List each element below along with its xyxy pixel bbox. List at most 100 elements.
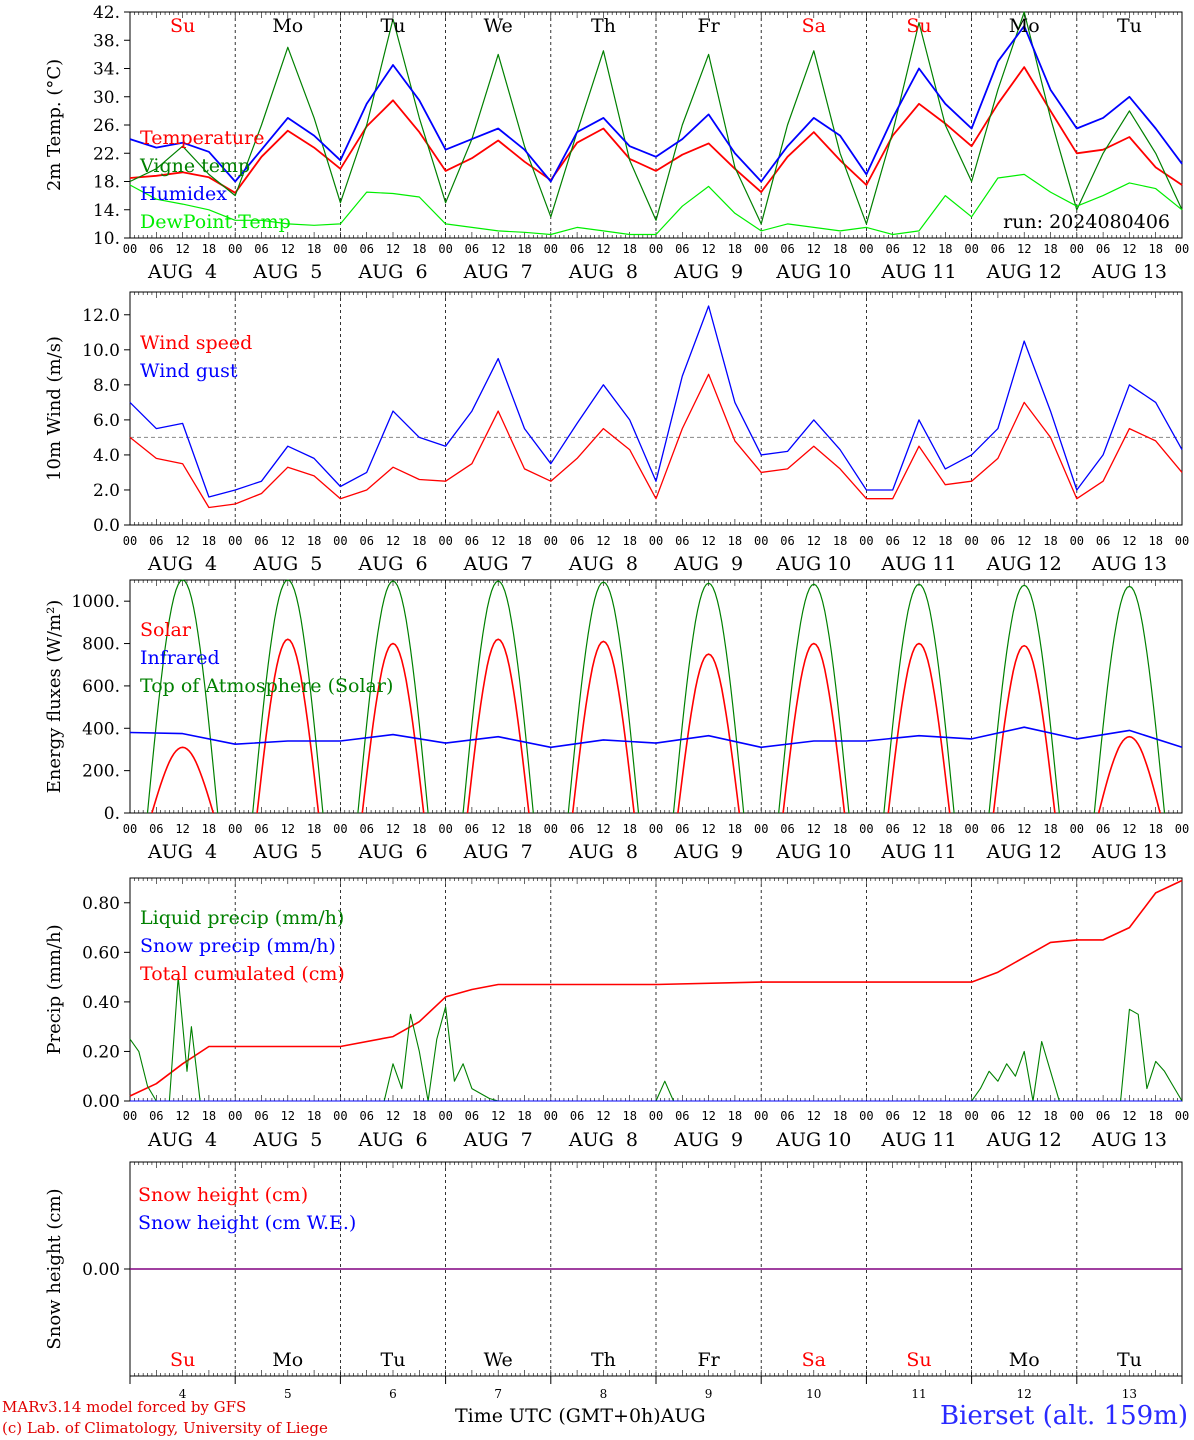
legend-entry: Wind speed	[140, 332, 252, 354]
hour-tick-label: 06	[254, 1109, 268, 1123]
weekday-label: Su	[170, 15, 195, 37]
weekday-label: Tu	[381, 1349, 406, 1371]
hour-tick-label: 06	[780, 242, 794, 256]
hour-tick-label: 18	[1148, 242, 1162, 256]
hour-tick-label: 12	[912, 534, 926, 548]
legend-entry: Humidex	[140, 183, 227, 205]
hour-tick-label: 12	[596, 534, 610, 548]
hour-tick-label: 00	[649, 1109, 663, 1123]
series-line	[256, 638, 320, 814]
hour-tick-label: 18	[1043, 822, 1057, 836]
y-tick-label: 0.40	[82, 993, 120, 1013]
hour-tick-label: 00	[438, 534, 452, 548]
series-line	[252, 579, 324, 814]
hour-tick-label: 06	[780, 1109, 794, 1123]
date-label: AUG 11	[880, 841, 956, 863]
date-label: AUG 5	[252, 841, 322, 863]
hour-tick-label: 06	[149, 1109, 163, 1123]
hour-tick-label: 12	[701, 1109, 715, 1123]
hour-tick-label: 06	[149, 242, 163, 256]
weekday-label: We	[484, 15, 513, 37]
y-axis-label: Precip (mm/h)	[44, 924, 65, 1054]
date-label: AUG 4	[147, 1129, 217, 1151]
weekday-label: Su	[170, 1349, 195, 1371]
hour-tick-label: 18	[202, 534, 216, 548]
hour-tick-label: 18	[412, 534, 426, 548]
legend-entry: Total cumulated (cm)	[140, 963, 345, 985]
date-label: AUG 7	[463, 553, 533, 575]
hour-tick-label: 12	[1017, 1109, 1031, 1123]
y-tick-label: 200.	[82, 762, 120, 782]
hour-tick-label: 18	[622, 1109, 636, 1123]
hour-tick-label: 18	[1148, 822, 1162, 836]
hour-tick-label: 06	[465, 1109, 479, 1123]
y-tick-label: 0.	[104, 804, 120, 824]
series-line	[677, 653, 741, 814]
hour-tick-label: 18	[307, 534, 321, 548]
hour-tick-label: 06	[780, 822, 794, 836]
hour-tick-label: 06	[254, 534, 268, 548]
hour-tick-label: 12	[386, 1109, 400, 1123]
hour-tick-label: 00	[438, 242, 452, 256]
hour-tick-label: 18	[517, 534, 531, 548]
y-tick-label: 14.	[93, 201, 120, 221]
series-line	[466, 638, 530, 814]
date-label: AUG 13	[1091, 553, 1167, 575]
weekday-label: Mo	[272, 1349, 303, 1371]
time-axis-label: Time UTC (GMT+0h)AUG	[455, 1405, 706, 1427]
y-tick-label: 8.0	[93, 376, 120, 396]
date-label: AUG 7	[463, 1129, 533, 1151]
legend-entry: Snow precip (mm/h)	[140, 935, 336, 957]
hour-tick-label: 06	[465, 822, 479, 836]
hour-tick-label: 00	[1175, 242, 1189, 256]
day-number-label: 12	[1017, 1387, 1032, 1401]
y-axis-label: Snow height (cm)	[44, 1188, 65, 1349]
series-line	[129, 66, 1183, 194]
y-tick-label: 600.	[82, 677, 120, 697]
hour-tick-label: 00	[333, 822, 347, 836]
hour-tick-label: 18	[1148, 534, 1162, 548]
series-line	[462, 580, 534, 814]
y-tick-label: 800.	[82, 635, 120, 655]
weekday-label: Sa	[802, 15, 826, 37]
date-label: AUG 9	[673, 841, 743, 863]
series-line	[988, 584, 1060, 814]
date-label: AUG 8	[568, 1129, 638, 1151]
date-label: AUG 5	[252, 261, 322, 283]
hour-tick-label: 12	[596, 1109, 610, 1123]
series-line	[782, 642, 846, 814]
hour-tick-label: 12	[491, 242, 505, 256]
weekday-label: Mo	[272, 15, 303, 37]
series-line	[778, 583, 850, 814]
hour-tick-label: 00	[649, 534, 663, 548]
hour-tick-label: 18	[938, 822, 952, 836]
hour-tick-label: 00	[964, 1109, 978, 1123]
hour-tick-label: 12	[175, 1109, 189, 1123]
y-tick-label: 0.00	[82, 1092, 120, 1112]
hour-tick-label: 12	[175, 822, 189, 836]
hour-tick-label: 18	[833, 242, 847, 256]
hour-tick-label: 00	[228, 242, 242, 256]
legend-entry: Infrared	[140, 647, 220, 669]
hour-tick-label: 12	[175, 242, 189, 256]
weekday-label: Tu	[381, 15, 406, 37]
hour-tick-label: 12	[491, 822, 505, 836]
hour-tick-label: 00	[1070, 1109, 1084, 1123]
series-line	[672, 582, 745, 814]
hour-tick-label: 18	[307, 1109, 321, 1123]
hour-tick-label: 18	[517, 1109, 531, 1123]
date-label: AUG 4	[147, 261, 217, 283]
date-label: AUG 12	[986, 1129, 1062, 1151]
hour-tick-label: 12	[1017, 534, 1031, 548]
y-tick-label: 42.	[93, 3, 120, 23]
panel-2: 0.0 2.0 4.0 6.0 8.0 10.0 12.0 10m Wind (m/s) Win…	[44, 291, 1189, 575]
hour-tick-label: 00	[333, 242, 347, 256]
hour-tick-label: 00	[649, 822, 663, 836]
hour-tick-label: 06	[570, 534, 584, 548]
hour-tick-label: 00	[333, 1109, 347, 1123]
hour-tick-label: 12	[1017, 242, 1031, 256]
hour-tick-label: 00	[754, 242, 768, 256]
hour-tick-label: 06	[465, 534, 479, 548]
date-label: AUG 6	[357, 1129, 427, 1151]
